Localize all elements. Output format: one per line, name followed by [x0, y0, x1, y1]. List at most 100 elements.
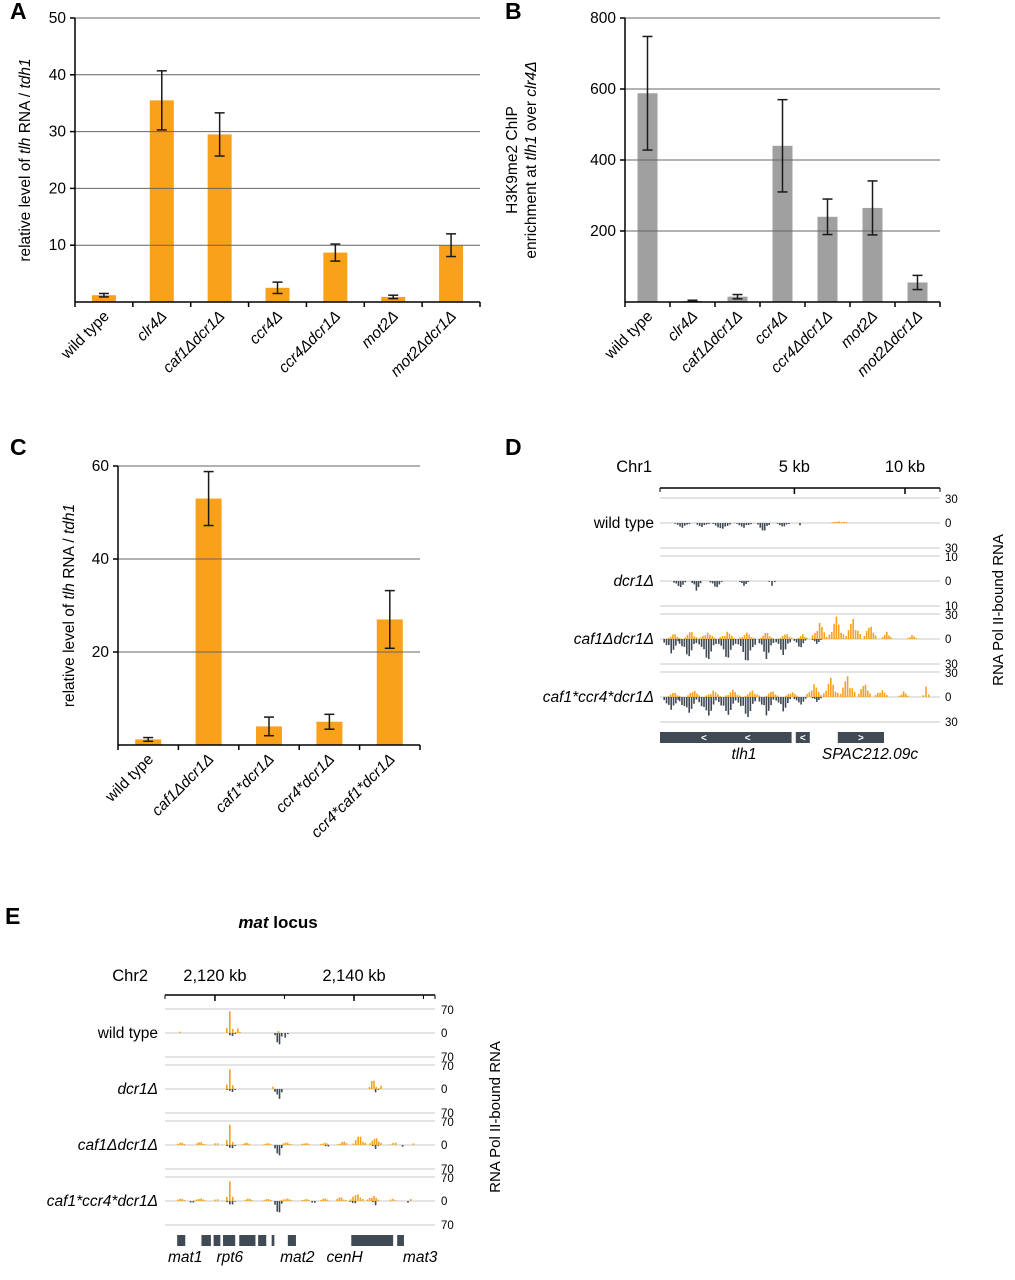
- signal-spike: [282, 1199, 285, 1201]
- signal-spike: [380, 1143, 382, 1145]
- signal-spike: [813, 639, 816, 642]
- y-tick-label: 10: [49, 237, 67, 254]
- signal-spike: [854, 630, 857, 639]
- signal-spike: [196, 1199, 198, 1201]
- signal-spike: [813, 684, 815, 697]
- signal-spike: [836, 521, 838, 523]
- signal-spike: [706, 632, 709, 639]
- signal-spike: [772, 639, 775, 643]
- signal-spike: [237, 1028, 239, 1033]
- signal-spike: [699, 637, 702, 639]
- signal-spike: [667, 696, 670, 697]
- signal-spike: [305, 1199, 308, 1201]
- gene-box: [397, 1235, 404, 1246]
- signal-spike: [684, 637, 686, 639]
- track-label: caf1*ccr4*dcr1Δ: [47, 1193, 158, 1210]
- x-category-label: mot2Δ: [838, 308, 882, 352]
- signal-spike: [676, 523, 679, 525]
- signal-spike: [823, 632, 826, 639]
- x-category-label: caf1Δdcr1Δ: [149, 751, 218, 820]
- y-tick-label: 20: [92, 644, 110, 661]
- x-category-label: ccr4*dcr1Δ: [273, 751, 339, 817]
- signal-spike: [820, 695, 822, 697]
- signal-spike: [714, 581, 716, 587]
- signal-spike: [833, 521, 836, 523]
- signal-spike: [196, 1143, 198, 1145]
- signal-spike: [378, 1088, 380, 1089]
- signal-spike: [688, 523, 691, 525]
- signal-spike: [234, 1201, 236, 1202]
- signal-spike: [200, 1142, 202, 1145]
- signal-spike: [231, 1142, 234, 1145]
- signal-spike: [231, 1201, 234, 1205]
- signal-spike: [881, 690, 884, 697]
- signal-spike: [341, 1141, 343, 1145]
- signal-spike: [743, 634, 746, 639]
- signal-spike: [820, 697, 822, 699]
- signal-spike: [740, 639, 742, 646]
- signal-spike: [715, 639, 717, 644]
- scale-label: 70: [441, 1108, 454, 1120]
- signal-spike: [181, 1142, 184, 1145]
- signal-spike: [781, 523, 783, 527]
- signal-spike: [823, 693, 825, 697]
- signal-spike: [767, 693, 770, 697]
- signal-spike: [714, 692, 717, 697]
- signal-spike: [251, 1200, 253, 1201]
- scale-label: 70: [441, 1220, 454, 1232]
- signal-spike: [708, 523, 710, 524]
- signal-spike: [754, 639, 756, 645]
- signal-spike: [838, 521, 840, 523]
- signal-spike: [177, 1143, 179, 1145]
- signal-spike: [278, 1033, 281, 1045]
- signal-spike: [747, 581, 749, 582]
- signal-spike: [695, 581, 698, 591]
- signal-spike: [802, 634, 804, 639]
- x-category-label: ccr4Δdcr1Δ: [275, 308, 344, 377]
- y-tick-label: 200: [590, 223, 616, 240]
- signal-spike: [711, 635, 714, 639]
- signal-spike: [246, 1198, 249, 1201]
- signal-spike: [868, 627, 870, 639]
- signal-spike: [729, 692, 732, 697]
- signal-spike: [698, 523, 701, 526]
- signal-spike: [804, 636, 806, 639]
- signal-spike: [231, 1085, 234, 1089]
- strand-arrow: <: [701, 733, 707, 744]
- signal-spike: [851, 688, 854, 697]
- signal-spike: [708, 639, 710, 659]
- signal-spike: [757, 523, 759, 525]
- scale-label: 30: [945, 610, 958, 622]
- signal-spike: [263, 1199, 266, 1201]
- signal-spike: [246, 1142, 248, 1145]
- signal-spike: [234, 1033, 236, 1034]
- signal-spike: [681, 523, 684, 528]
- signal-spike: [681, 639, 683, 647]
- signal-spike: [870, 626, 872, 639]
- signal-spike: [263, 1144, 266, 1145]
- signal-spike: [369, 1143, 371, 1145]
- signal-spike: [712, 639, 715, 646]
- signal-spike: [389, 1199, 392, 1201]
- signal-spike: [764, 632, 767, 639]
- signal-spike: [767, 639, 770, 653]
- signal-spike: [907, 695, 909, 697]
- signal-spike: [804, 639, 807, 641]
- signal-spike: [777, 639, 780, 644]
- signal-spike: [412, 1143, 415, 1145]
- signal-spike: [303, 1199, 306, 1201]
- signal-spike: [679, 581, 682, 588]
- signal-spike: [216, 1199, 219, 1201]
- signal-spike: [336, 1198, 339, 1201]
- gene-box: [177, 1235, 186, 1246]
- signal-spike: [786, 634, 788, 639]
- signal-spike: [743, 523, 745, 528]
- signal-spike: [673, 581, 675, 583]
- signal-spike: [669, 694, 672, 697]
- signal-spike: [231, 1033, 234, 1036]
- signal-spike: [820, 639, 822, 640]
- signal-spike: [345, 1143, 348, 1145]
- signal-spike: [710, 697, 712, 711]
- gene-box: [258, 1235, 267, 1246]
- signal-spike: [338, 1197, 341, 1201]
